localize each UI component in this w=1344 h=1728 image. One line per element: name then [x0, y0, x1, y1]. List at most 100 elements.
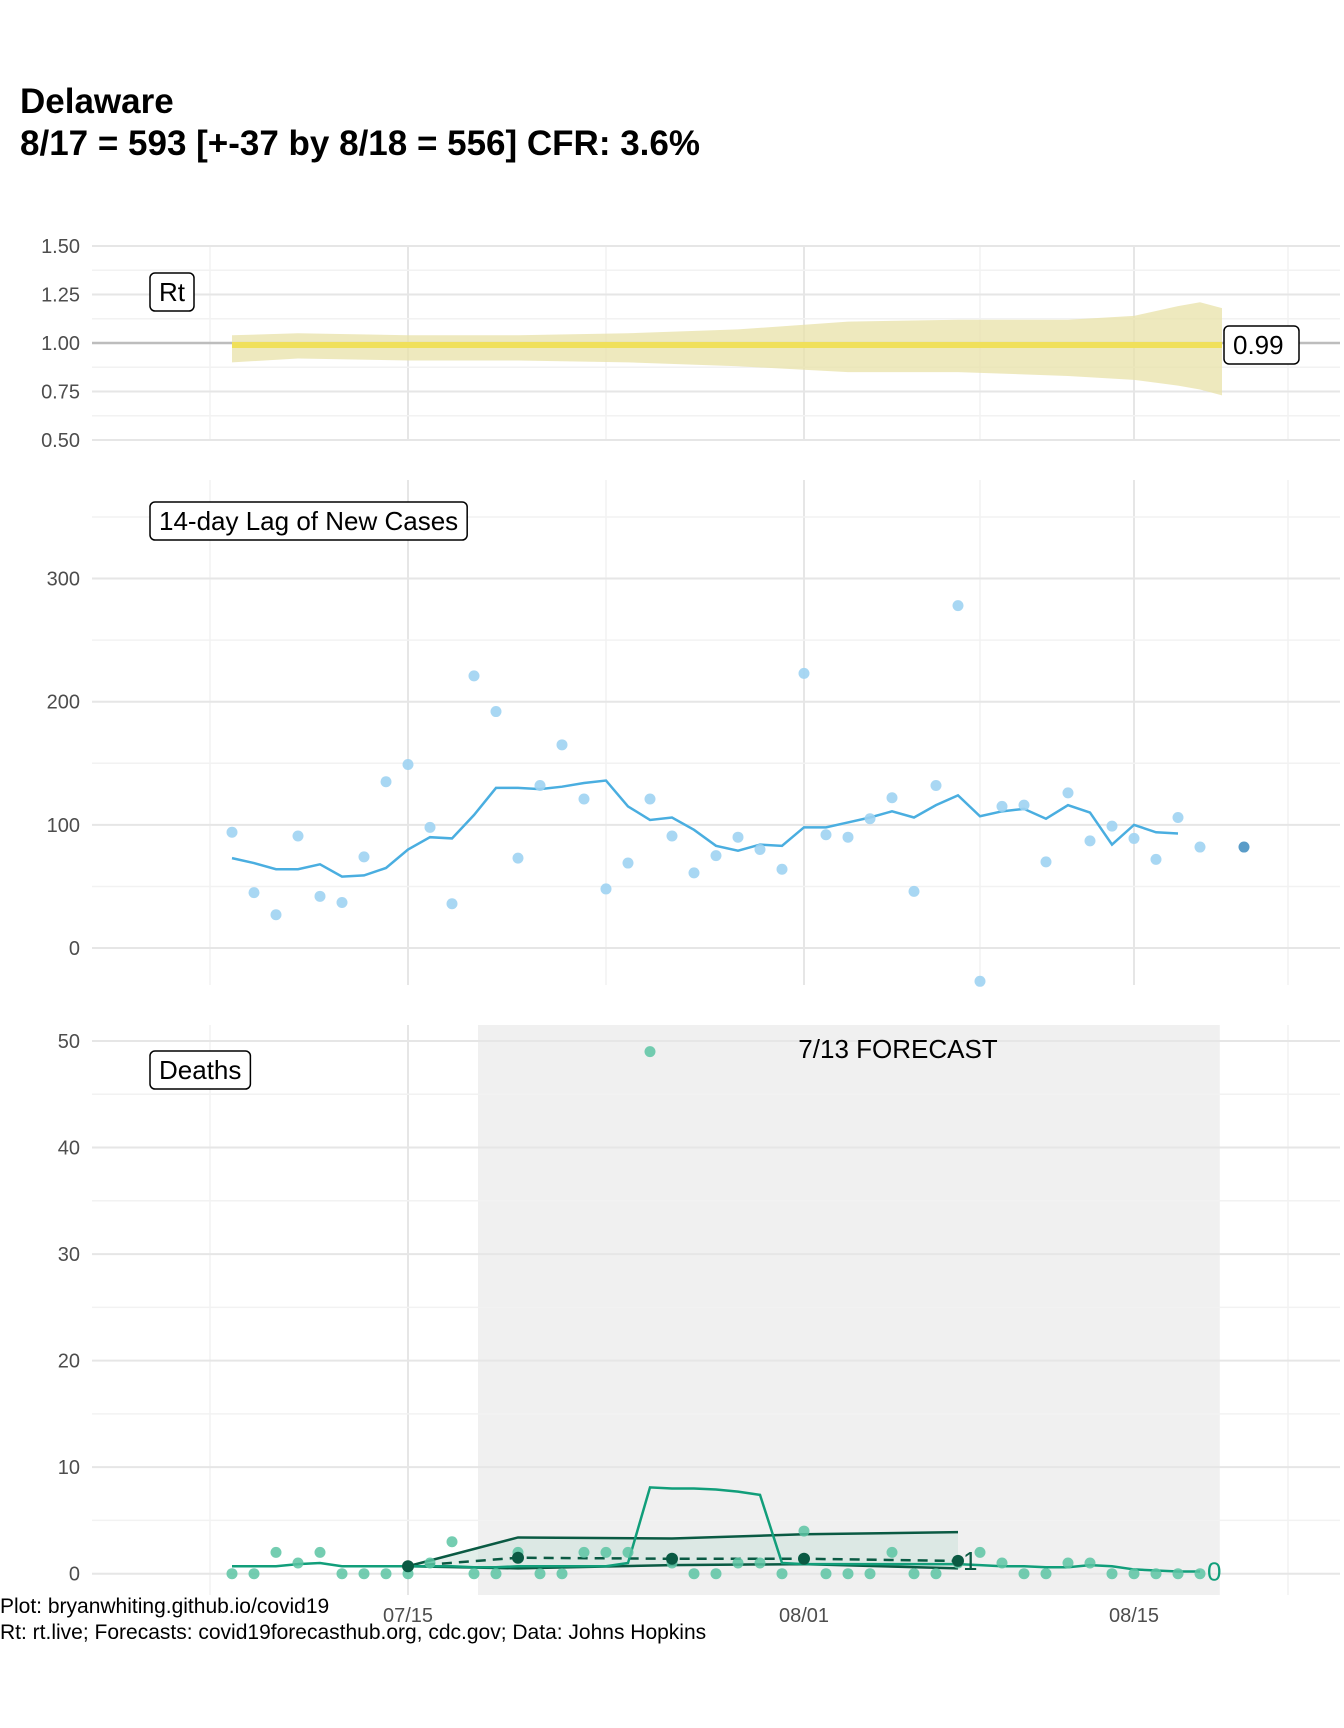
deaths-point	[578, 1546, 590, 1558]
rt-end-label-box	[1223, 325, 1300, 365]
cases-rolling-average-line	[231, 779, 1179, 878]
cases-point	[1040, 856, 1052, 868]
deaths-point	[996, 1557, 1008, 1569]
chart-subtitle-summary: 8/17 = 593 [+-37 by 8/18 = 556] CFR: 3.6…	[20, 124, 700, 163]
deaths-point	[380, 1568, 392, 1580]
deaths-point	[1040, 1568, 1052, 1580]
cases-point	[1084, 835, 1096, 847]
cases-point	[1172, 811, 1184, 823]
cases-point	[1150, 853, 1162, 865]
deaths-point	[732, 1557, 744, 1569]
cases-point	[688, 867, 700, 879]
deaths-point	[842, 1568, 854, 1580]
cases-point	[1194, 841, 1206, 853]
deaths-point	[248, 1568, 260, 1580]
rt-y-tick-label: 1.25	[41, 285, 80, 307]
deaths-point	[1062, 1557, 1074, 1569]
deaths-point	[1194, 1568, 1206, 1580]
deaths-point	[556, 1568, 568, 1580]
deaths-point	[886, 1546, 898, 1558]
cases-point	[1018, 799, 1030, 811]
cases-point	[358, 851, 370, 863]
forecast-median-point	[666, 1552, 678, 1565]
cases-panel-label-text: 14-day Lag of New Cases	[159, 506, 458, 536]
rt-y-tick-label: 0.75	[41, 382, 80, 404]
cases-latest-point	[1238, 841, 1250, 853]
cases-point	[512, 852, 524, 864]
caption-plot-source: Plot: bryanwhiting.github.io/covid19	[0, 1595, 330, 1618]
deaths-y-tick-label: 20	[58, 1351, 80, 1373]
cases-point	[996, 800, 1008, 812]
deaths-point	[600, 1546, 612, 1558]
deaths-point	[292, 1557, 304, 1569]
deaths-panel-label-box	[149, 1050, 252, 1090]
rt-end-label-text: 0.99	[1233, 330, 1284, 360]
cases-point	[952, 600, 964, 612]
cases-point	[842, 831, 854, 843]
x-tick-label: 08/15	[1109, 1605, 1159, 1627]
forecast-label: 7/13 FORECAST	[798, 1034, 998, 1064]
cases-point	[248, 887, 260, 899]
deaths-point	[798, 1525, 810, 1537]
caption-data-source: Rt: rt.live; Forecasts: covid19forecasth…	[0, 1621, 707, 1644]
forecast-median-point	[952, 1554, 964, 1567]
cases-point	[930, 779, 942, 791]
cases-point	[446, 898, 458, 910]
forecast-median-point	[798, 1552, 810, 1565]
rt-confidence-band	[232, 302, 1222, 396]
rt-end-label: 0.99	[1223, 325, 1300, 365]
cases-y-axis: 0 100 200 300	[47, 516, 1340, 960]
cases-point	[424, 821, 436, 833]
cases-point	[380, 776, 392, 788]
deaths-point	[1084, 1557, 1096, 1569]
cases-point	[820, 829, 832, 841]
cases-point	[864, 813, 876, 825]
forecast-shaded-region	[478, 1025, 1220, 1595]
deaths-point	[468, 1568, 480, 1580]
cases-point	[468, 670, 480, 682]
deaths-point	[490, 1568, 502, 1580]
cases-point	[490, 706, 502, 718]
deaths-y-tick-label: 50	[58, 1031, 80, 1053]
deaths-y-tick-label: 10	[58, 1457, 80, 1479]
deaths-y-tick-label: 0	[69, 1564, 80, 1586]
cases-y-tick-label: 300	[47, 569, 80, 591]
deaths-point	[534, 1568, 546, 1580]
cases-point	[732, 831, 744, 843]
deaths-point	[864, 1568, 876, 1580]
forecast-median-point	[402, 1560, 414, 1573]
cases-point	[974, 975, 986, 987]
deaths-point	[754, 1557, 766, 1569]
deaths-point	[974, 1546, 986, 1558]
cases-point	[556, 739, 568, 751]
cases-point	[776, 863, 788, 875]
cases-point	[644, 793, 656, 805]
cases-point	[1106, 820, 1118, 832]
deaths-point	[358, 1568, 370, 1580]
forecast-end-label: 1	[963, 1546, 977, 1576]
deaths-y-tick-label: 30	[58, 1244, 80, 1266]
deaths-rolling-average-line	[232, 1486, 1200, 1573]
cases-point	[226, 826, 238, 838]
rt-panel-label: Rt	[149, 272, 195, 312]
deaths-point	[930, 1568, 942, 1580]
deaths-point	[1128, 1568, 1140, 1580]
cases-y-tick-label: 200	[47, 692, 80, 714]
cases-point	[754, 844, 766, 856]
cases-point	[798, 667, 810, 679]
deaths-point	[908, 1568, 920, 1580]
deaths-point	[314, 1546, 326, 1558]
deaths-point	[776, 1568, 788, 1580]
deaths-point	[710, 1568, 722, 1580]
deaths-point	[1106, 1568, 1118, 1580]
cases-panel-label: 14-day Lag of New Cases	[149, 501, 468, 541]
cases-point	[1062, 787, 1074, 799]
cases-y-tick-label: 100	[47, 815, 80, 837]
cases-point	[600, 883, 612, 895]
x-tick-label: 07/15	[383, 1605, 433, 1627]
x-tick-label: 08/01	[779, 1605, 829, 1627]
rt-panel-label-text: Rt	[159, 277, 186, 307]
deaths-point	[270, 1546, 282, 1558]
rt-panel-label-box	[149, 272, 195, 312]
deaths-point	[644, 1046, 656, 1058]
